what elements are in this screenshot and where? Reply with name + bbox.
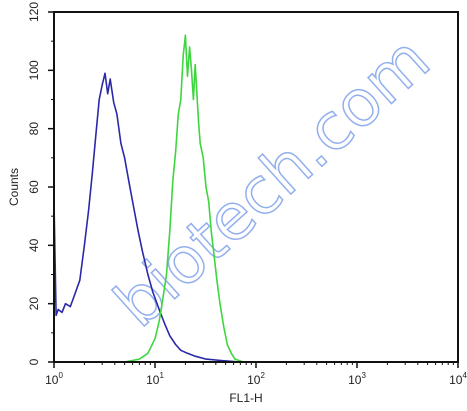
series-1-point xyxy=(88,209,90,211)
series-1-point xyxy=(175,343,177,346)
series-2-point xyxy=(208,201,210,203)
series-1-point xyxy=(205,358,207,360)
series-1-point xyxy=(128,180,130,182)
series-2-point xyxy=(219,303,221,305)
series-1-point xyxy=(61,311,63,313)
series-2-point xyxy=(180,98,182,101)
series-1-point xyxy=(95,133,97,136)
series-2-point xyxy=(202,157,204,159)
y-tick-label: 20 xyxy=(27,297,41,311)
series-2-point xyxy=(226,343,228,346)
x-tick-label: 103 xyxy=(348,371,366,387)
series-1-point xyxy=(186,352,189,354)
series-2-point xyxy=(154,338,156,340)
y-axis: 0 20 40 60 80 100 120 xyxy=(27,2,54,365)
series-2-point xyxy=(182,55,184,57)
series-2-point xyxy=(230,352,232,354)
series-1-point xyxy=(91,171,93,173)
series-2-point xyxy=(138,358,140,360)
series-2-point xyxy=(162,297,164,299)
series-2-point xyxy=(190,69,193,71)
series-2-point xyxy=(158,320,160,322)
series-2-point xyxy=(177,113,179,115)
series-1-point xyxy=(69,306,71,308)
series-2-point xyxy=(194,63,196,66)
series-2-point xyxy=(205,186,207,188)
series-2-point xyxy=(234,358,236,360)
y-tick-label: 40 xyxy=(27,238,41,252)
x-axis: 100 101 102 103 104 xyxy=(45,362,467,387)
series-1-point xyxy=(64,303,67,305)
series-1-point xyxy=(141,250,143,252)
series-2-point xyxy=(199,142,201,144)
x-tick-label: 104 xyxy=(449,371,467,387)
series-1-point xyxy=(132,201,134,203)
series-2-point xyxy=(192,98,194,101)
series-2-point xyxy=(223,326,225,328)
series-1-point xyxy=(164,323,166,325)
series-1-point xyxy=(109,78,111,80)
series-2-point xyxy=(198,122,200,124)
series-1-point xyxy=(169,335,171,337)
series-2-point xyxy=(216,279,218,281)
series-1-point xyxy=(98,98,100,101)
series-2-point xyxy=(213,250,215,252)
series-1-point xyxy=(152,291,154,293)
series-1-point xyxy=(194,355,196,357)
y-tick-label: 0 xyxy=(27,358,41,365)
series-2-point xyxy=(147,352,149,354)
series-1-point xyxy=(55,314,57,316)
y-tick-label: 120 xyxy=(27,2,41,22)
series-1-point xyxy=(57,308,59,311)
series-2-point xyxy=(169,230,171,232)
series-1-point xyxy=(74,294,76,296)
series-1-point xyxy=(113,101,115,103)
y-axis-label: Counts xyxy=(7,168,21,206)
series-1-point xyxy=(180,349,182,351)
series-1-point xyxy=(124,157,126,159)
series-1-point xyxy=(104,72,106,74)
y-tick-label: 100 xyxy=(27,60,41,80)
series-1-point xyxy=(83,244,85,246)
series-2-point xyxy=(175,151,177,153)
series-1-point xyxy=(120,142,122,144)
series-2-point xyxy=(184,34,186,36)
series-1-point xyxy=(116,113,118,115)
series-2-point xyxy=(210,230,212,232)
series-2-point xyxy=(172,180,174,182)
x-tick-label: 100 xyxy=(45,371,63,387)
series-1-point xyxy=(147,273,149,276)
x-tick-label: 102 xyxy=(247,371,265,387)
y-tick-label: 60 xyxy=(27,180,41,194)
series-1-point xyxy=(107,93,109,95)
y-tick-label: 80 xyxy=(27,122,41,136)
series-2-point xyxy=(189,46,191,48)
x-axis-label: FL1-H xyxy=(229,391,262,405)
series-2-point xyxy=(238,359,240,362)
series-1-point xyxy=(137,230,139,232)
x-tick-label: 101 xyxy=(146,371,164,387)
series-line-1 xyxy=(53,72,458,363)
series-2-point xyxy=(186,75,189,77)
series-1-point xyxy=(79,279,81,281)
series-2-point xyxy=(165,273,168,276)
series-1-point xyxy=(101,84,103,86)
series-1-point xyxy=(220,359,222,362)
series-1-point xyxy=(158,308,160,311)
series-2-point xyxy=(196,93,198,95)
